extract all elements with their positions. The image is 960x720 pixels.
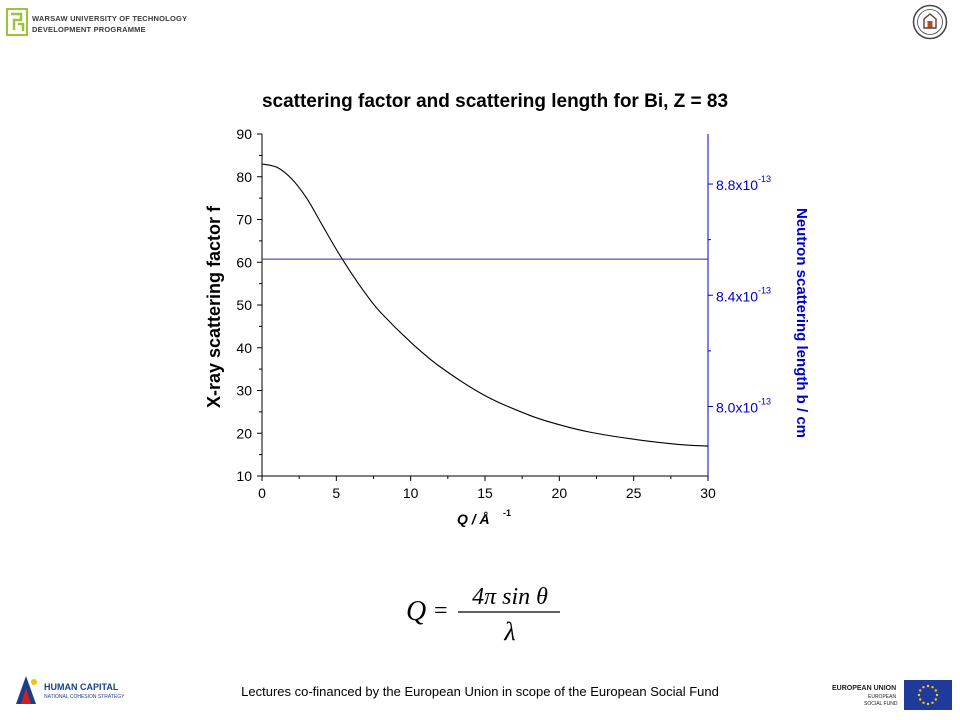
y2-tick-label: 8.8x10-13 bbox=[716, 174, 771, 193]
wut-logo-icon bbox=[6, 8, 28, 36]
x-tick-label: 5 bbox=[332, 485, 340, 501]
human-capital-icon bbox=[16, 676, 37, 704]
eu-logo-sub1: EUROPEAN bbox=[868, 694, 897, 700]
x-axis-label-exponent: -1 bbox=[503, 508, 511, 518]
y-tick-label: 80 bbox=[236, 169, 252, 185]
x-tick-label: 15 bbox=[477, 485, 493, 501]
y-tick-label: 50 bbox=[236, 297, 252, 313]
y2-tick-label: 8.4x10-13 bbox=[716, 285, 771, 304]
x-axis-label-text: Q / Å bbox=[457, 511, 490, 527]
eu-star-icon bbox=[935, 693, 939, 697]
eu-star-icon bbox=[922, 701, 925, 704]
formula-numerator: 4π sin θ bbox=[472, 584, 548, 610]
eu-star-icon bbox=[931, 701, 934, 704]
eu-star-icon bbox=[931, 686, 934, 689]
chart-title: scattering factor and scattering length … bbox=[262, 91, 728, 112]
y-tick-label: 60 bbox=[236, 254, 252, 270]
y-tick-label: 70 bbox=[236, 212, 252, 228]
y-tick-label: 10 bbox=[236, 468, 252, 484]
eu-star-icon bbox=[926, 684, 930, 688]
hc-logo-title: HUMAN CAPITAL bbox=[44, 682, 119, 692]
x-tick-label: 20 bbox=[552, 485, 568, 501]
y-tick-label: 90 bbox=[236, 126, 252, 142]
human-capital-logo: HUMAN CAPITAL NATIONAL COHESION STRATEGY bbox=[14, 672, 154, 710]
formula-denominator: λ bbox=[503, 617, 515, 646]
eu-star-icon bbox=[917, 693, 921, 697]
y-tick-label: 30 bbox=[236, 383, 252, 399]
eu-star-icon bbox=[922, 686, 925, 689]
institution-line2: DEVELOPMENT PROGRAMME bbox=[32, 25, 146, 34]
x-tick-label: 30 bbox=[700, 485, 716, 501]
y-tick-label: 40 bbox=[236, 340, 252, 356]
xray-factor-curve bbox=[261, 163, 709, 447]
eu-star-icon bbox=[919, 698, 922, 701]
hc-logo-sub: NATIONAL COHESION STRATEGY bbox=[44, 694, 125, 700]
formula-lhs: Q bbox=[406, 596, 426, 627]
institution-line1: WARSAW UNIVERSITY OF TECHNOLOGY bbox=[32, 14, 188, 23]
footer-text: Lectures co-financed by the European Uni… bbox=[241, 684, 719, 699]
formula-equals: = bbox=[434, 598, 448, 624]
eu-flag-icon bbox=[904, 680, 952, 710]
x-tick-label: 0 bbox=[258, 485, 266, 501]
y-tick-label: 20 bbox=[236, 425, 252, 441]
eu-star-icon bbox=[926, 702, 930, 706]
eu-star-icon bbox=[934, 698, 937, 701]
eu-star-icon bbox=[919, 689, 922, 692]
x-tick-label: 10 bbox=[403, 485, 419, 501]
q-formula: Q = 4π sin θ λ bbox=[406, 584, 560, 646]
x-tick-label: 25 bbox=[626, 485, 642, 501]
eu-logo-sub2: SOCIAL FUND bbox=[864, 701, 898, 707]
eu-star-icon bbox=[934, 689, 937, 692]
y2-tick-label: 8.0x10-13 bbox=[716, 396, 771, 415]
university-seal-icon bbox=[912, 4, 948, 40]
eu-logo: EUROPEAN UNION EUROPEAN SOCIAL FUND bbox=[830, 676, 956, 712]
wut-logo: WARSAW UNIVERSITY OF TECHNOLOGY DEVELOPM… bbox=[6, 6, 206, 40]
y-axis-label: X-ray scattering factor f bbox=[204, 205, 224, 408]
x-axis-label: Q / Å bbox=[457, 511, 490, 527]
y2-axis-label: Neutron scattering length b / cm bbox=[793, 208, 810, 438]
eu-logo-title: EUROPEAN UNION bbox=[832, 685, 897, 692]
